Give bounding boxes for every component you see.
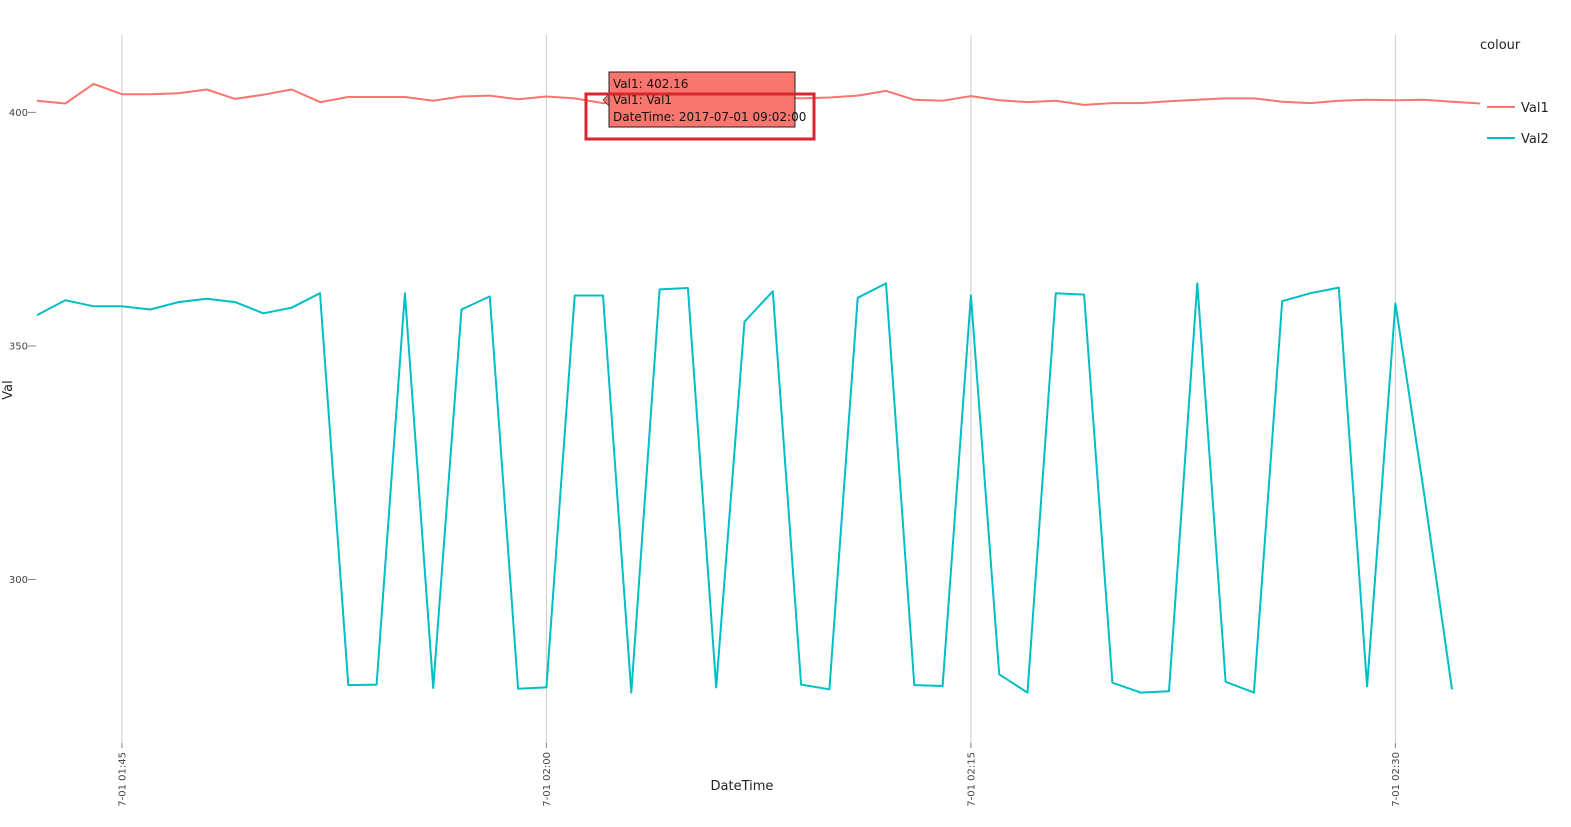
y-axis: 300 350 400 [9, 108, 36, 586]
y-tick-label-1: 350 [9, 341, 28, 352]
y-axis-title: Val [1, 380, 16, 399]
x-tick-label-1: 7-01 02:00 [542, 752, 553, 807]
legend-label-val1[interactable]: Val1 [1521, 101, 1549, 116]
legend: colour Val1 Val2 [1480, 38, 1549, 147]
tooltip-line-datetime: DateTime: 2017-07-01 09:02:00 [613, 110, 806, 124]
tooltip-box [608, 71, 796, 128]
highlight-box [584, 92, 816, 141]
y-tick-label-2: 400 [9, 108, 28, 119]
x-tick-label-3: 7-01 02:30 [1391, 752, 1402, 807]
legend-label-val2[interactable]: Val2 [1521, 132, 1549, 147]
x-tick-label-0: 7-01 01:45 [117, 752, 128, 807]
tooltip-line-series: Val1: Val1 [613, 93, 672, 107]
x-axis: 7-01 01:45 7-01 02:00 7-01 02:15 7-01 02:30 [117, 743, 1402, 807]
legend-title: colour [1480, 38, 1521, 53]
hover-tooltip: Val1: 402.16 Val1: Val1 DateTime: 2017-0… [602, 71, 806, 128]
y-tick-label-0: 300 [9, 575, 28, 586]
tooltip-line-value: Val1: 402.16 [613, 77, 688, 91]
gridlines [121, 35, 1396, 748]
series-line-val2[interactable] [36, 282, 1453, 694]
x-axis-title: DateTime [711, 779, 774, 794]
x-tick-label-2: 7-01 02:15 [966, 752, 977, 807]
